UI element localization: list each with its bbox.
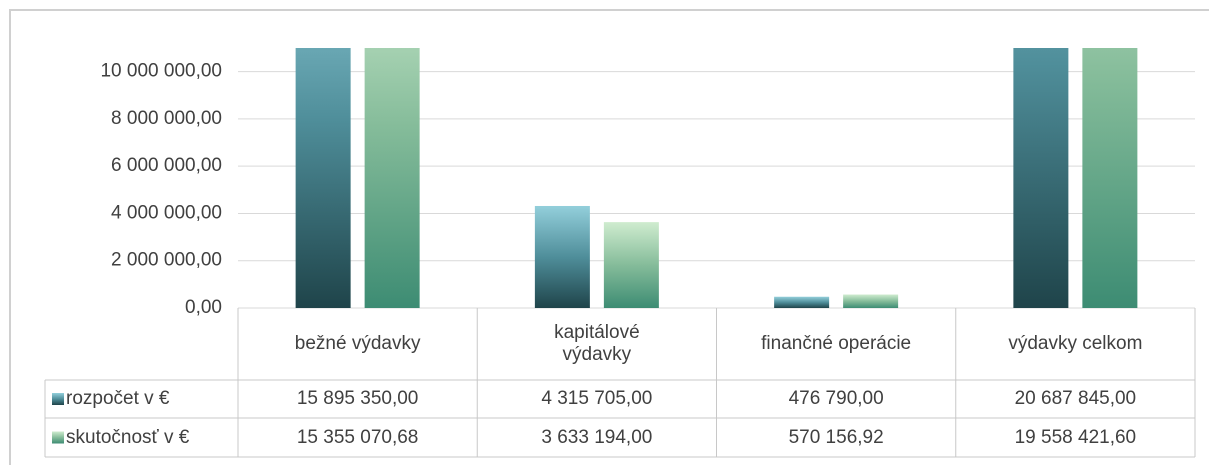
x-tick-label: bežné výdavky: [294, 333, 421, 354]
y-tick-label: 2 000 000,00: [111, 250, 222, 271]
y-tick-label: 4 000 000,00: [111, 202, 222, 223]
x-tick-label: kapitálové výdavky: [554, 322, 640, 365]
plot-area: [295, 48, 1138, 309]
frame: [9, 9, 1209, 465]
legend-key: [52, 393, 64, 405]
table-value: 570 156,92: [788, 426, 884, 448]
bar: [364, 48, 420, 309]
table-value: 19 558 421,60: [1014, 426, 1137, 448]
legend-key: [52, 431, 64, 444]
bar: [1013, 48, 1069, 308]
bar: [1082, 48, 1138, 309]
y-tick-label: 10 000 000,00: [100, 61, 222, 82]
bar: [774, 296, 830, 308]
x-tick-label: finančné operácie: [761, 333, 912, 354]
legend-label: rozpočet v €: [66, 388, 170, 409]
x-tick-label: výdavky celkom: [1008, 333, 1143, 354]
bar: [843, 294, 899, 308]
bar: [534, 205, 590, 308]
y-tick-label: 8 000 000,00: [111, 108, 222, 129]
y-tick-label: 6 000 000,00: [111, 155, 222, 176]
bar: [603, 222, 659, 308]
table-value: 4 315 705,00: [541, 388, 653, 409]
table-value: 476 790,00: [788, 388, 884, 409]
legend-label: skutočnosť v €: [66, 426, 190, 448]
table-value: 15 355 070,68: [296, 426, 419, 448]
bar: [295, 48, 351, 309]
table-value: 20 687 845,00: [1014, 388, 1137, 409]
table-value: 3 633 194,00: [541, 426, 653, 448]
table-value: 15 895 350,00: [296, 388, 419, 409]
y-tick-label: 0,00: [185, 297, 222, 318]
